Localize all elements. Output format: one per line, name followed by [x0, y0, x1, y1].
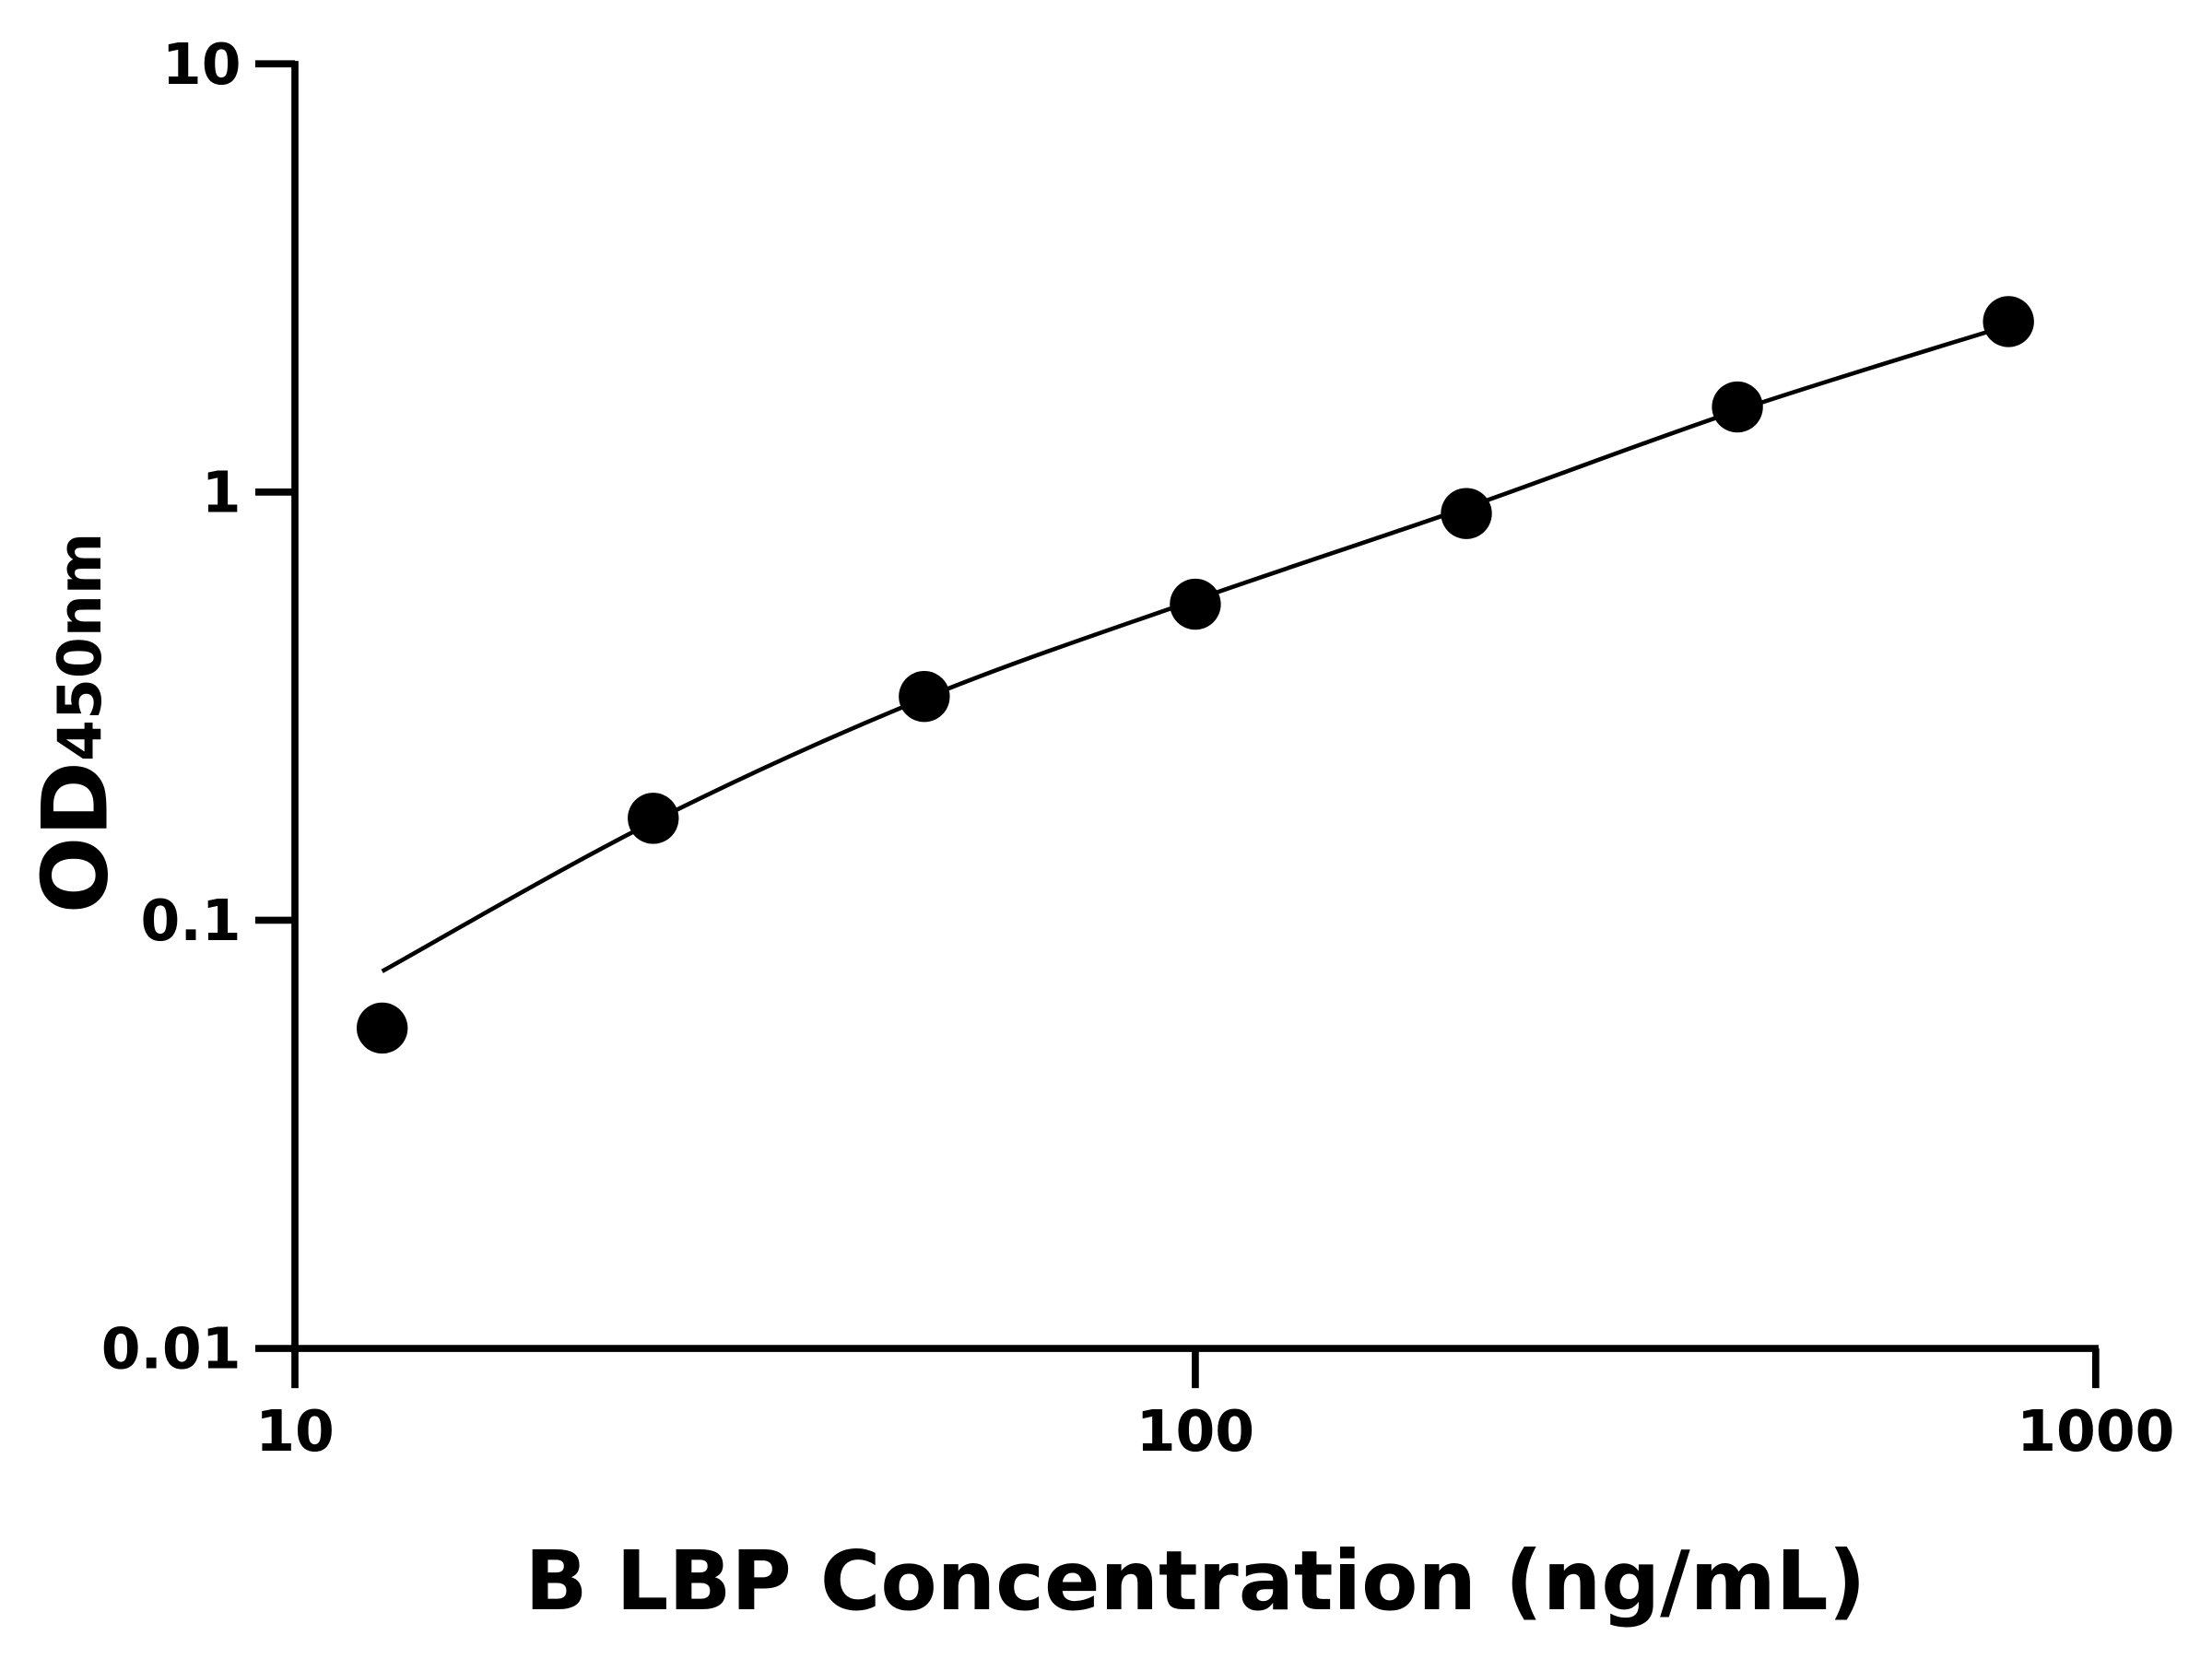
axes: 10 100 1000 0.01 0.1 1 10: [101, 31, 2175, 1465]
data-point: [1712, 381, 1763, 433]
data-points: [356, 296, 2034, 1054]
data-point: [628, 793, 679, 844]
y-axis-label: OD450nm: [23, 533, 128, 914]
y-axis-label-subscript: 450nm: [46, 533, 115, 761]
fit-curve: [381, 323, 2009, 973]
data-point: [1170, 578, 1221, 630]
y-axis-label-main: OD: [23, 761, 128, 913]
x-tick-label: 100: [1136, 1398, 1254, 1465]
y-tick-label: 10: [162, 31, 241, 98]
data-point: [1983, 296, 2034, 347]
data-point: [1441, 488, 1492, 539]
x-tick-label: 1000: [2017, 1398, 2174, 1465]
x-axis-label: B LBP Concentration (ng/mL): [524, 1534, 1865, 1630]
data-point: [899, 671, 950, 723]
y-tick-label: 1: [202, 459, 241, 525]
x-tick-label: 10: [255, 1398, 335, 1465]
data-point: [356, 1002, 408, 1054]
y-tick-label: 0.01: [101, 1316, 241, 1382]
y-tick-label: 0.1: [141, 888, 241, 954]
